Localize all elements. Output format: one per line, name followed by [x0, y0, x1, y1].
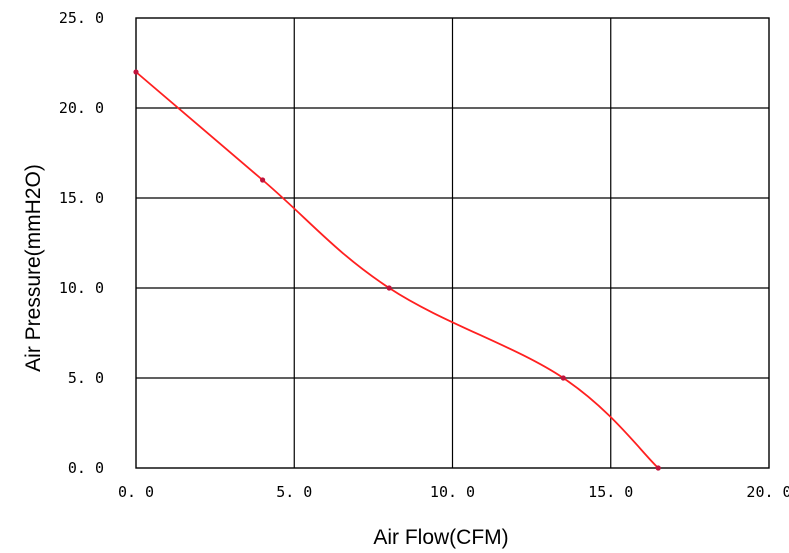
x-tick-label: 0. 0 — [118, 483, 154, 501]
plot-border — [135, 17, 770, 469]
data-point — [560, 375, 566, 381]
x-axis-title: Air Flow(CFM) — [373, 526, 508, 549]
grid — [136, 18, 769, 468]
y-axis-title: Air Pressure(mmH2O) — [22, 164, 45, 372]
y-tick-label: 15. 0 — [59, 189, 104, 207]
x-tick-label: 10. 0 — [430, 483, 475, 501]
x-tick-label: 20. 0 — [746, 483, 789, 501]
data-point — [655, 465, 661, 471]
plot-frame — [135, 17, 770, 469]
y-tick-label: 0. 0 — [68, 459, 104, 477]
y-tick-label: 10. 0 — [59, 279, 104, 297]
x-tick-label: 5. 0 — [276, 483, 312, 501]
data-point — [133, 69, 139, 75]
data-point — [260, 177, 266, 183]
y-tick-label: 20. 0 — [59, 99, 104, 117]
series-layer — [133, 69, 661, 471]
series-line — [135, 71, 659, 469]
y-tick-label: 25. 0 — [59, 9, 104, 27]
tick-layer: 0. 0 5. 0 10. 0 15. 0 20. 0 0. 0 5. 0 10. 0 15. … — [59, 9, 789, 501]
x-tick-label: 15. 0 — [588, 483, 633, 501]
y-tick-label: 5. 0 — [68, 369, 104, 387]
data-point — [386, 285, 392, 291]
